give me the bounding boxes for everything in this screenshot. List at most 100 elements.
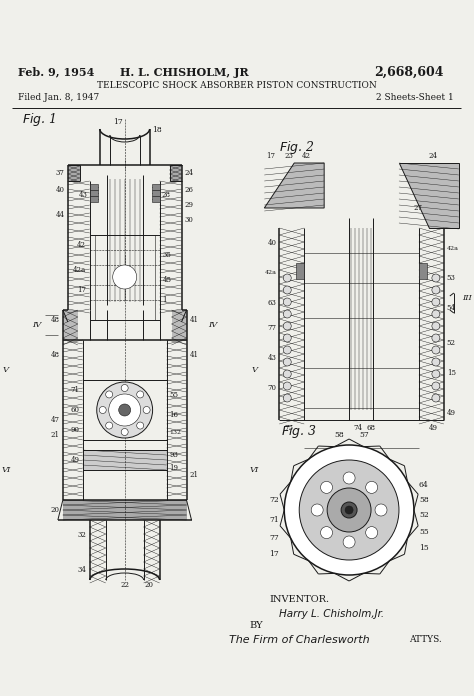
Text: 1: 1 — [163, 296, 167, 304]
Text: ATTYS.: ATTYS. — [409, 635, 442, 644]
Text: 71: 71 — [71, 386, 80, 394]
Circle shape — [113, 265, 137, 289]
Text: 90: 90 — [71, 426, 80, 434]
Text: 27: 27 — [414, 204, 423, 212]
Text: V: V — [251, 366, 257, 374]
Text: $\mathit{Fig}$. 2: $\mathit{Fig}$. 2 — [279, 139, 315, 157]
Circle shape — [432, 286, 440, 294]
Text: BY: BY — [249, 622, 263, 631]
Text: VI: VI — [250, 466, 259, 474]
Text: The Firm of Charlesworth: The Firm of Charlesworth — [229, 635, 370, 645]
Circle shape — [137, 391, 144, 398]
Text: 42: 42 — [77, 241, 86, 249]
Text: 64: 64 — [419, 481, 428, 489]
Bar — [83, 450, 166, 470]
Text: III: III — [462, 294, 472, 302]
Circle shape — [299, 460, 399, 560]
Circle shape — [106, 391, 113, 398]
Text: 26: 26 — [184, 186, 193, 194]
Text: 20: 20 — [145, 581, 154, 589]
Text: $\mathit{Fig}$. 1: $\mathit{Fig}$. 1 — [22, 111, 56, 129]
Text: 63: 63 — [267, 299, 276, 307]
Text: 49: 49 — [447, 409, 456, 417]
Text: 41: 41 — [190, 316, 199, 324]
Circle shape — [343, 472, 355, 484]
Circle shape — [283, 358, 291, 366]
Text: 54: 54 — [447, 304, 456, 312]
Circle shape — [343, 536, 355, 548]
Text: $\mathit{Fig}$. 3: $\mathit{Fig}$. 3 — [281, 423, 317, 441]
Circle shape — [432, 370, 440, 378]
Circle shape — [283, 310, 291, 318]
Circle shape — [320, 482, 333, 493]
Text: IV: IV — [209, 321, 218, 329]
Bar — [170, 165, 182, 181]
Text: 35: 35 — [163, 251, 172, 259]
Text: 21: 21 — [51, 431, 60, 439]
Circle shape — [97, 382, 153, 438]
Circle shape — [375, 504, 387, 516]
Bar — [63, 310, 78, 340]
Text: 32: 32 — [78, 531, 87, 539]
Text: 30: 30 — [184, 216, 193, 224]
Circle shape — [283, 274, 291, 282]
Text: 2,668,604: 2,668,604 — [374, 65, 444, 79]
Circle shape — [432, 394, 440, 402]
Circle shape — [432, 322, 440, 330]
Text: H. L. CHISHOLM, JR: H. L. CHISHOLM, JR — [120, 67, 249, 77]
Text: Harry L. Chisholm,Jr.: Harry L. Chisholm,Jr. — [279, 609, 384, 619]
Text: 17: 17 — [77, 286, 86, 294]
Text: 2 Sheets-Sheet 1: 2 Sheets-Sheet 1 — [376, 93, 454, 102]
Bar — [68, 165, 80, 181]
Circle shape — [283, 382, 291, 390]
Text: 49: 49 — [429, 424, 438, 432]
Bar — [63, 500, 186, 520]
Bar — [172, 310, 186, 340]
Text: 42a: 42a — [447, 246, 459, 251]
Circle shape — [283, 334, 291, 342]
Text: 24: 24 — [429, 152, 438, 160]
Circle shape — [432, 358, 440, 366]
Bar — [419, 263, 427, 279]
Text: Filed Jan. 8, 1947: Filed Jan. 8, 1947 — [18, 93, 99, 102]
Text: 93: 93 — [170, 451, 178, 459]
Text: 21: 21 — [190, 471, 199, 479]
Text: 20: 20 — [51, 506, 60, 514]
Text: 23: 23 — [284, 152, 293, 160]
Circle shape — [283, 346, 291, 354]
Bar — [152, 184, 160, 190]
Circle shape — [365, 527, 378, 539]
Circle shape — [109, 394, 141, 426]
Bar — [90, 190, 98, 196]
Circle shape — [311, 504, 323, 516]
Text: IV: IV — [32, 321, 41, 329]
Circle shape — [283, 394, 291, 402]
Text: 34: 34 — [78, 566, 87, 574]
Circle shape — [283, 286, 291, 294]
Text: 77: 77 — [270, 534, 279, 542]
Bar — [152, 196, 160, 202]
Circle shape — [432, 310, 440, 318]
Circle shape — [118, 404, 131, 416]
Text: 57: 57 — [359, 431, 369, 439]
Text: 28: 28 — [162, 191, 171, 199]
Text: Feb. 9, 1954: Feb. 9, 1954 — [18, 67, 94, 77]
Text: 42a: 42a — [73, 266, 86, 274]
Text: 17: 17 — [113, 118, 123, 126]
Text: 55: 55 — [170, 391, 179, 399]
Text: 45: 45 — [163, 276, 172, 284]
Polygon shape — [264, 163, 324, 208]
Bar — [90, 196, 98, 202]
Text: 18: 18 — [153, 126, 163, 134]
Text: 70: 70 — [267, 384, 276, 392]
Circle shape — [327, 488, 371, 532]
Text: 60: 60 — [71, 406, 80, 414]
Text: TELESCOPIC SHOCK ABSORBER PISTON CONSTRUCTION: TELESCOPIC SHOCK ABSORBER PISTON CONSTRU… — [97, 81, 376, 90]
Text: 71: 71 — [270, 516, 279, 524]
Text: 77: 77 — [267, 324, 276, 332]
Circle shape — [143, 406, 150, 413]
Circle shape — [137, 422, 144, 429]
Text: 47: 47 — [51, 416, 60, 424]
Text: 16: 16 — [170, 411, 179, 419]
Circle shape — [283, 322, 291, 330]
